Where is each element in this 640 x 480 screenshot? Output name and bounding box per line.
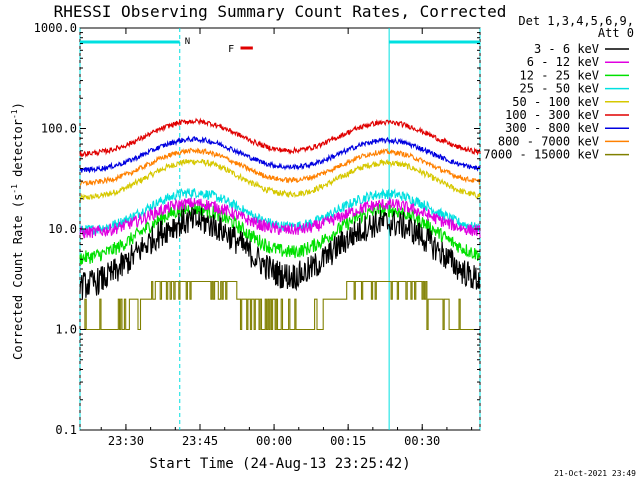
legend-header-line-1: Det 1,3,4,5,6,9,: [518, 14, 634, 28]
flag-label-f: F: [228, 44, 234, 55]
x-tick-label: 00:00: [256, 434, 292, 448]
series-line-4: [79, 158, 481, 202]
y-label-sup2: -1: [10, 109, 19, 119]
x-tick-label: 23:30: [108, 434, 144, 448]
legend-label: 25 - 50 keV: [520, 82, 599, 96]
y-tick-label: 1.0: [55, 323, 77, 337]
legend-label: 12 - 25 keV: [520, 68, 599, 82]
legend-label: 300 - 800 keV: [505, 121, 599, 135]
series-line-5: [79, 117, 481, 159]
legend-label: 800 - 7000 keV: [498, 134, 599, 148]
flag-markers: NF: [79, 28, 481, 430]
y-axis-label: Corrected Count Rate (s-1 detector-1): [10, 102, 25, 360]
series-line-2: [79, 202, 481, 266]
x-tick-label: 00:30: [404, 434, 440, 448]
series-line-8: [80, 280, 480, 331]
generation-timestamp: 21-Oct-2021 23:49: [554, 469, 636, 478]
x-axis: 23:30 23:45 00:00 00:15 00:30: [100, 28, 473, 448]
legend-label: 3 - 6 keV: [534, 42, 599, 56]
x-tick-label: 23:45: [182, 434, 218, 448]
legend-label: 6 - 12 keV: [527, 55, 599, 69]
y-label-main: Corrected Count Rate (s: [11, 194, 25, 360]
series-line-0: [79, 207, 481, 299]
chart-title: RHESSI Observing Summary Count Rates, Co…: [54, 2, 507, 21]
plot-series: [79, 117, 481, 331]
series-line-7: [79, 147, 481, 187]
y-tick-label: 0.1: [55, 423, 77, 437]
y-axis: 0.1 1.0 10.0 100.0 1000.0: [34, 21, 480, 437]
y-tick-label: 10.0: [48, 222, 77, 236]
legend-label: 7000 - 15000 keV: [483, 148, 599, 162]
legend-label: 50 - 100 keV: [512, 95, 599, 109]
x-axis-label: Start Time (24-Aug-13 23:25:42): [149, 456, 410, 472]
y-label-sup1: -1: [10, 184, 19, 194]
series-line-6: [79, 135, 481, 174]
legend-header-line-2: Att 0: [598, 26, 634, 40]
flag-label-n: N: [185, 37, 190, 47]
x-tick-label: 00:15: [330, 434, 366, 448]
y-label-end: ): [11, 102, 25, 109]
legend-label: 100 - 300 keV: [505, 108, 599, 122]
y-tick-label: 100.0: [41, 122, 77, 136]
y-tick-label: 1000.0: [34, 21, 77, 35]
series-line-1: [79, 196, 481, 239]
y-label-mid: detector: [11, 119, 25, 184]
